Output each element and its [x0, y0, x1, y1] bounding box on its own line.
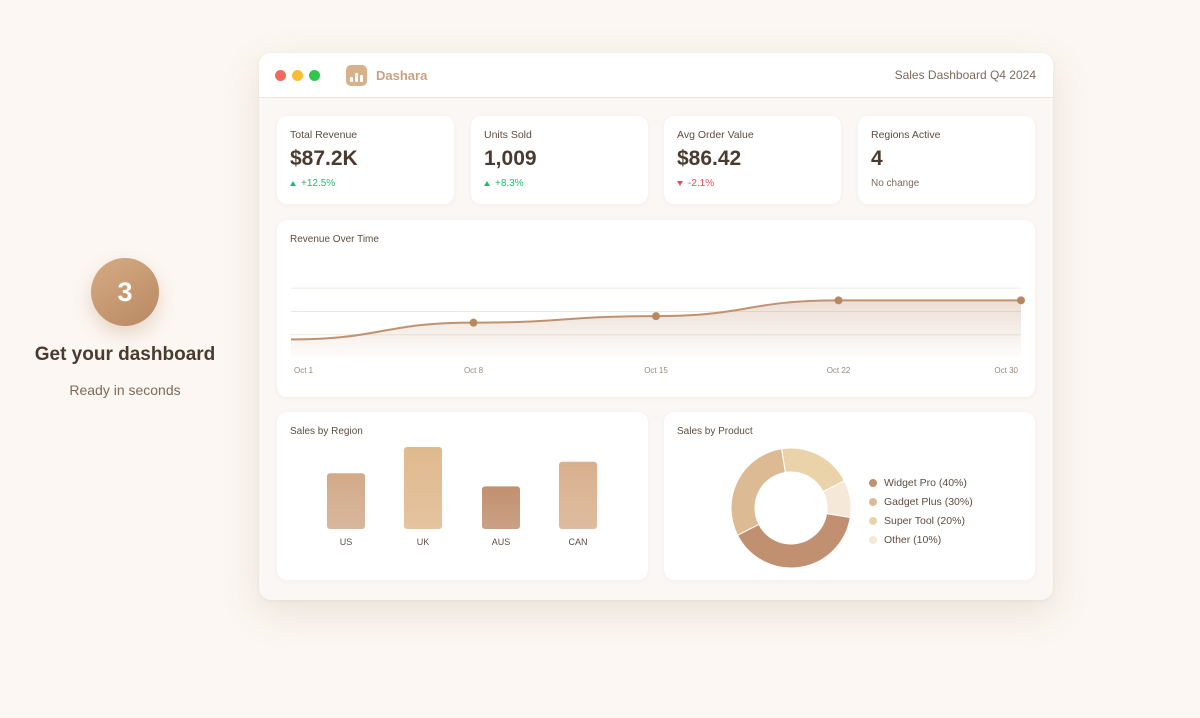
step-number-badge: 3	[91, 258, 159, 326]
kpi-card-units-sold: Units Sold 1,009 +8.3%	[471, 116, 648, 204]
revenue-line-chart: Oct 1 Oct 8 Oct 15 Oct 22 Oct 30	[290, 287, 1025, 375]
trend-down-icon	[677, 181, 683, 186]
kpi-value: $86.42	[677, 147, 742, 170]
data-point	[652, 312, 660, 321]
kpi-delta-text: +8.3%	[495, 178, 524, 189]
kpi-card-regions-active: Regions Active 4 No change	[858, 116, 1035, 204]
kpi-delta-text: +12.5%	[301, 178, 336, 189]
bar-aus	[482, 486, 520, 529]
kpi-delta: No change	[871, 178, 1022, 189]
minimize-window-button[interactable]	[292, 69, 303, 81]
legend-label: Super Tool (20%)	[884, 514, 965, 527]
data-point	[469, 318, 478, 327]
kpi-value: 1,009	[484, 147, 537, 170]
legend-label: Other (10%)	[884, 533, 942, 546]
legend-swatch	[869, 535, 877, 544]
donut-slice	[822, 480, 852, 518]
bar-category-label: UK	[417, 537, 430, 547]
revenue-area	[291, 300, 1021, 358]
donut-slice	[736, 513, 851, 569]
step-section: 3 Get your dashboard Ready in seconds	[0, 258, 250, 398]
kpi-delta-text: -2.1%	[688, 178, 715, 189]
bar-us	[327, 473, 365, 529]
kpi-delta-text: No change	[871, 178, 920, 189]
window-titlebar: Dashara Sales Dashboard Q4 2024	[259, 53, 1053, 98]
legend-item: Other (10%)	[869, 530, 973, 549]
kpi-delta: +12.5%	[290, 178, 441, 189]
sales-by-region-card: US UK AUS CAN Sales by Region	[277, 412, 648, 580]
x-tick-label: Oct 30	[994, 366, 1018, 375]
legend-swatch	[869, 478, 877, 487]
close-window-button[interactable]	[275, 69, 286, 81]
trend-up-icon	[290, 181, 296, 186]
legend-swatch	[869, 516, 877, 525]
legend-label: Widget Pro (40%)	[884, 476, 967, 489]
kpi-label: Avg Order Value	[677, 129, 754, 141]
kpi-value: 4	[871, 147, 883, 170]
data-point	[1017, 296, 1025, 305]
legend-item: Super Tool (20%)	[869, 511, 973, 530]
bar-category-label: US	[340, 537, 353, 547]
kpi-card-avg-order-value: Avg Order Value $86.42 -2.1%	[664, 116, 841, 204]
data-point	[834, 296, 843, 305]
chart-title: Sales by Product	[677, 426, 753, 437]
product-legend: Widget Pro (40%) Gadget Plus (30%) Super T…	[869, 473, 973, 549]
chart-title: Sales by Region	[290, 426, 363, 437]
step-subtitle: Ready in seconds	[69, 382, 181, 398]
donut-slice	[730, 448, 786, 536]
legend-item: Gadget Plus (30%)	[869, 492, 973, 511]
bar-uk	[404, 447, 442, 529]
x-tick-label: Oct 8	[464, 366, 484, 375]
chart-title: Revenue Over Time	[290, 234, 379, 245]
sales-by-product-card: Sales by Product Widget Pro (40%) Gadget …	[664, 412, 1035, 580]
window-title: Sales Dashboard Q4 2024	[894, 68, 1036, 82]
kpi-card-total-revenue: Total Revenue $87.2K +12.5%	[277, 116, 454, 204]
maximize-window-button[interactable]	[309, 69, 320, 81]
kpi-label: Units Sold	[484, 129, 532, 141]
legend-swatch	[869, 497, 877, 506]
app-brand: Dashara	[376, 67, 428, 83]
kpi-label: Regions Active	[871, 129, 941, 141]
x-tick-label: Oct 22	[827, 366, 851, 375]
sales-by-product-chart	[730, 447, 852, 569]
kpi-delta: -2.1%	[677, 178, 828, 189]
x-tick-label: Oct 15	[644, 366, 668, 375]
kpi-label: Total Revenue	[290, 129, 358, 141]
bar-category-label: CAN	[568, 537, 587, 547]
step-title: Get your dashboard	[34, 344, 216, 365]
kpi-value: $87.2K	[290, 147, 358, 170]
trend-up-icon	[484, 181, 490, 186]
bar-can	[559, 461, 597, 529]
bar-chart-icon	[346, 64, 367, 86]
sales-by-region-chart: US UK AUS CAN	[327, 447, 597, 547]
revenue-over-time-card: Oct 1 Oct 8 Oct 15 Oct 22 Oct 30 Revenue Ove…	[277, 220, 1035, 397]
legend-label: Gadget Plus (30%)	[884, 495, 973, 508]
bar-category-label: AUS	[492, 537, 511, 547]
dashboard-window: Dashara Sales Dashboard Q4 2024 Total Re…	[259, 53, 1053, 600]
kpi-delta: +8.3%	[484, 178, 635, 189]
legend-item: Widget Pro (40%)	[869, 473, 973, 492]
x-tick-label: Oct 1	[294, 366, 314, 375]
